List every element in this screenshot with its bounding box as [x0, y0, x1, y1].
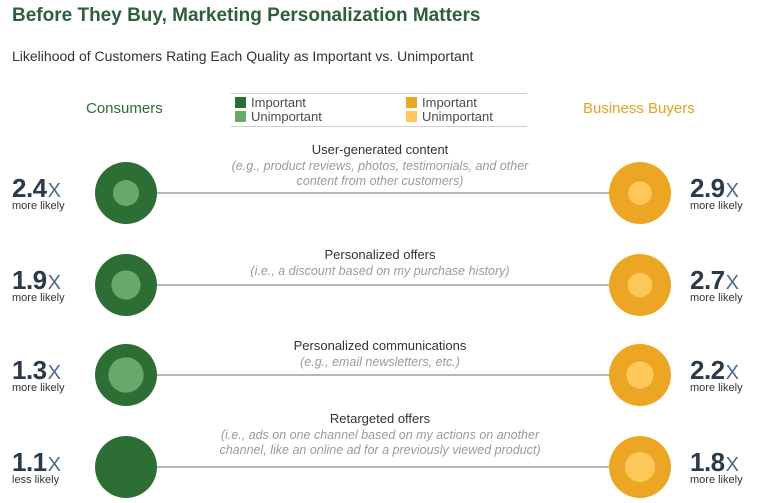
row-description-line: content from other customers)	[296, 174, 464, 188]
consumer-stat-unit: X	[47, 454, 61, 476]
legend-buyer-unimportant: Unimportant	[406, 110, 493, 124]
consumer-unimportant-circle	[111, 270, 141, 300]
consumer-stat-value: 1.3	[12, 355, 47, 385]
chart-title: Before They Buy, Marketing Personalizati…	[12, 5, 481, 26]
buyer-unimportant-circle	[628, 181, 652, 205]
row-title: User-generated content	[311, 142, 449, 157]
buyer-unimportant-circle	[626, 361, 654, 389]
row-description-line: (e.g., product reviews, photos, testimon…	[231, 159, 529, 173]
consumer-stat-value: 1.1	[12, 447, 47, 477]
buyer-stat-label: more likely	[690, 474, 743, 486]
buyer-stat: 1.8X more likely	[690, 447, 743, 486]
buyer-stat-label: more likely	[690, 382, 743, 394]
consumer-stat-unit: X	[47, 272, 61, 294]
buyer-stat-unit: X	[725, 272, 739, 294]
buyer-stat: 2.7X more likely	[690, 265, 743, 304]
consumer-stat-label: less likely	[12, 474, 60, 486]
buyer-stat-value: 2.7	[690, 265, 725, 295]
consumer-stat: 1.3X more likely	[12, 355, 65, 394]
chart-subtitle: Likelihood of Customers Rating Each Qual…	[12, 48, 474, 64]
buyer-stat-unit: X	[725, 180, 739, 202]
buyer-stat-label: more likely	[690, 200, 743, 212]
buyer-stat-label: more likely	[690, 292, 743, 304]
buyer-stat-value: 1.8	[690, 447, 725, 477]
consumer-stat: 1.9X more likely	[12, 265, 65, 304]
consumer-stat-value: 1.9	[12, 265, 47, 295]
row-title: Personalized offers	[324, 247, 436, 262]
consumer-stat: 2.4X more likely	[12, 173, 65, 212]
legend-swatch-consumer-unimportant	[235, 111, 246, 122]
consumer-unimportant-circle	[103, 444, 149, 490]
buyer-stat: 2.2X more likely	[690, 355, 743, 394]
legend-consumer-unimportant: Unimportant	[235, 110, 322, 124]
row-description: (e.g., product reviews, photos, testimon…	[200, 159, 560, 189]
consumer-stat: 1.1X less likely	[12, 447, 61, 486]
legend-swatch-buyer-unimportant	[406, 111, 417, 122]
legend: Important Unimportant Important Unimport…	[231, 93, 527, 127]
legend-swatch-buyer-important	[406, 97, 417, 108]
consumer-stat-label: more likely	[12, 200, 65, 212]
legend-buyer-important: Important	[406, 96, 477, 110]
row-description: (e.g., email newsletters, etc.)	[200, 355, 560, 370]
legend-consumer-important: Important	[235, 96, 306, 110]
row-description-line: (i.e., a discount based on my purchase h…	[250, 264, 510, 278]
consumer-stat-unit: X	[47, 362, 61, 384]
buyer-stat-unit: X	[725, 362, 739, 384]
consumer-stat-unit: X	[47, 180, 61, 202]
consumer-stat-label: more likely	[12, 382, 65, 394]
buyer-unimportant-circle	[627, 272, 653, 298]
consumer-stat-label: more likely	[12, 292, 65, 304]
row-description: (i.e., ads on one channel based on my ac…	[200, 428, 560, 458]
buyer-stat: 2.9X more likely	[690, 173, 743, 212]
consumer-unimportant-circle	[112, 179, 140, 207]
row-description-line: (e.g., email newsletters, etc.)	[300, 355, 460, 369]
business-buyers-label: Business Buyers	[583, 100, 695, 117]
buyer-stat-value: 2.9	[690, 173, 725, 203]
row-description-line: channel, like an online ad for a previou…	[219, 443, 541, 457]
buyer-unimportant-circle	[624, 451, 656, 483]
row-title: Personalized communications	[293, 338, 467, 353]
row-description: (i.e., a discount based on my purchase h…	[200, 264, 560, 279]
consumer-unimportant-circle	[108, 357, 144, 393]
buyer-stat-value: 2.2	[690, 355, 725, 385]
row-title: Retargeted offers	[329, 411, 431, 426]
consumer-stat-value: 2.4	[12, 173, 47, 203]
row-description-line: (i.e., ads on one channel based on my ac…	[220, 428, 540, 442]
buyer-stat-unit: X	[725, 454, 739, 476]
consumers-label: Consumers	[86, 100, 163, 117]
legend-swatch-consumer-important	[235, 97, 246, 108]
